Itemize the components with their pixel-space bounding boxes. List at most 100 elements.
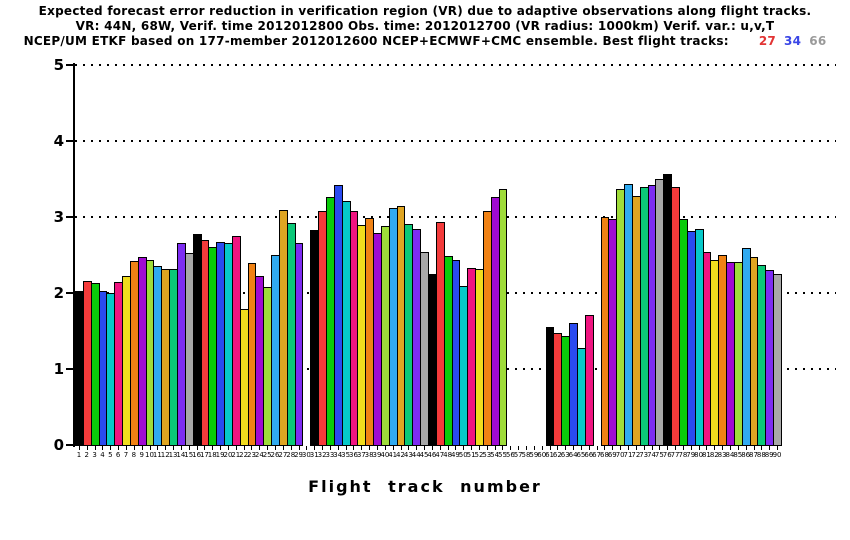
x-tick-label-80: 80 (694, 451, 704, 459)
x-tick-label-70: 70 (615, 451, 625, 459)
x-tick-14 (180, 446, 182, 450)
x-tick-66 (588, 446, 590, 450)
x-tick-label-83: 83 (717, 451, 727, 459)
x-tick-30 (306, 446, 308, 450)
x-tick-label-30: 30 (301, 451, 311, 459)
x-tick-32 (322, 446, 324, 450)
x-tick-label-39: 39 (372, 451, 382, 459)
x-tick-label-61: 61 (545, 451, 554, 459)
x-tick-label-84: 84 (725, 451, 735, 459)
x-tick-44 (416, 446, 418, 450)
x-tick-12 (165, 446, 167, 450)
x-tick-label-87: 87 (749, 451, 758, 459)
x-tick-45 (424, 446, 426, 450)
x-tick-82 (714, 446, 716, 450)
x-tick-15 (188, 446, 190, 450)
gridline-y4 (75, 140, 836, 142)
x-tick-84 (729, 446, 731, 450)
x-tick-label-68: 68 (600, 451, 609, 459)
x-tick-label-37: 37 (356, 451, 366, 459)
x-tick-label-74: 74 (647, 451, 656, 459)
x-tick-74 (651, 446, 653, 450)
x-tick-35 (345, 446, 347, 450)
x-tick-63 (565, 446, 567, 450)
x-tick-6 (118, 446, 120, 450)
y-axis-label-1: 1 (53, 360, 64, 378)
x-tick-49 (455, 446, 457, 450)
x-tick-label-77: 77 (670, 451, 680, 459)
x-tick-label-34: 34 (333, 451, 343, 459)
x-tick-90 (777, 446, 779, 450)
x-tick-label-38: 38 (364, 451, 374, 459)
x-tick-label-15: 15 (184, 451, 194, 459)
x-tick-68 (604, 446, 606, 450)
x-tick-20 (227, 446, 229, 450)
x-tick-label-1: 1 (76, 451, 82, 459)
x-tick-54 (494, 446, 496, 450)
gridline-y3 (75, 216, 836, 218)
y-axis-label-2: 2 (53, 284, 64, 302)
x-tick-label-53: 53 (482, 451, 492, 459)
x-tick-87 (753, 446, 755, 450)
x-tick-label-28: 28 (286, 451, 296, 459)
x-tick-label-49: 49 (450, 451, 460, 459)
x-tick-83 (722, 446, 724, 450)
x-tick-label-7: 7 (123, 451, 129, 459)
x-tick-label-32: 32 (317, 451, 327, 459)
x-tick-38 (369, 446, 371, 450)
x-tick-label-86: 86 (741, 451, 751, 459)
x-tick-60 (541, 446, 543, 450)
x-tick-label-2: 2 (84, 451, 89, 459)
x-tick-label-82: 82 (709, 451, 719, 459)
x-tick-label-35: 35 (341, 451, 351, 459)
x-tick-36 (353, 446, 355, 450)
y-axis-label-4: 4 (53, 132, 64, 150)
x-tick-43 (408, 446, 410, 450)
x-tick-label-79: 79 (686, 451, 696, 459)
x-tick-46 (431, 446, 433, 450)
x-tick-37 (361, 446, 363, 450)
bar-track-90 (773, 274, 782, 446)
x-tick-label-90: 90 (772, 451, 782, 459)
x-tick-label-19: 19 (215, 451, 225, 459)
x-tick-10 (149, 446, 151, 450)
x-tick-81 (706, 446, 708, 450)
x-tick-label-44: 44 (411, 451, 421, 459)
y-axis-tick-3 (66, 216, 74, 218)
y-axis-tick-4 (66, 140, 74, 142)
x-tick-19 (220, 446, 222, 450)
x-tick-label-24: 24 (254, 451, 264, 459)
x-tick-label-23: 23 (247, 451, 256, 459)
x-tick-label-46: 46 (427, 451, 437, 459)
x-tick-label-56: 56 (505, 451, 515, 459)
x-tick-72 (635, 446, 637, 450)
best-track-27: 27 (758, 34, 777, 48)
x-tick-34 (337, 446, 339, 450)
x-tick-label-5: 5 (108, 451, 113, 459)
x-tick-57 (518, 446, 520, 450)
x-tick-11 (157, 446, 159, 450)
x-tick-33 (329, 446, 331, 450)
x-tick-label-76: 76 (662, 451, 672, 459)
x-tick-89 (769, 446, 771, 450)
y-axis (73, 63, 75, 447)
x-tick-label-14: 14 (176, 451, 186, 459)
x-tick-47 (439, 446, 441, 450)
x-tick-label-27: 27 (278, 451, 288, 459)
x-tick-label-54: 54 (490, 451, 500, 459)
x-tick-13 (173, 446, 175, 450)
x-tick-26 (275, 446, 277, 450)
x-tick-31 (314, 446, 316, 450)
x-tick-76 (667, 446, 669, 450)
x-tick-label-25: 25 (262, 451, 272, 459)
x-tick-4 (102, 446, 104, 450)
x-tick-71 (628, 446, 629, 450)
x-tick-85 (737, 446, 739, 450)
x-tick-77 (675, 446, 677, 450)
x-tick-52 (478, 446, 480, 450)
x-tick-70 (620, 446, 622, 450)
x-tick-label-18: 18 (207, 451, 217, 459)
x-tick-42 (400, 446, 402, 450)
x-tick-78 (682, 446, 684, 450)
